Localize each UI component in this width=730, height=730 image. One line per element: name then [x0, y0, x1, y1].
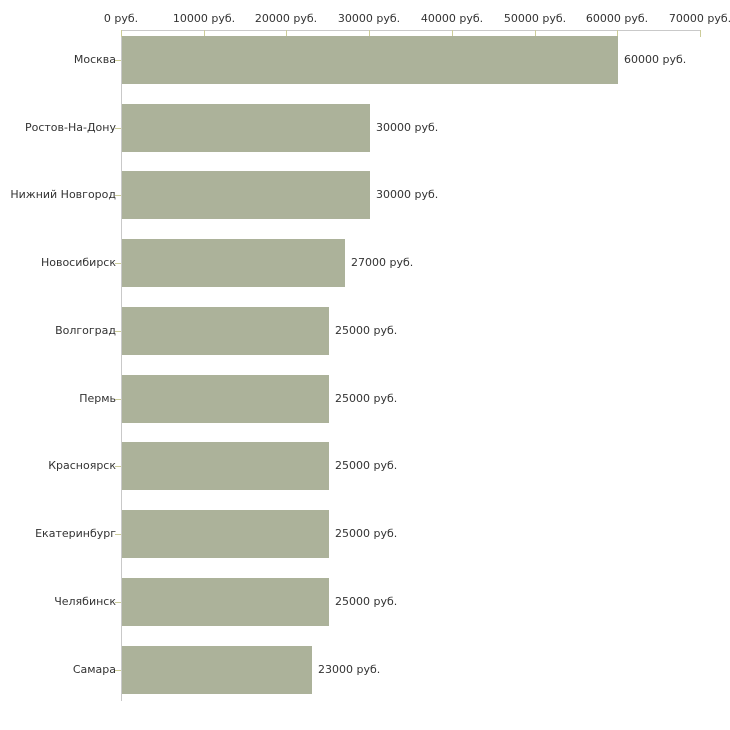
- bar: [122, 307, 329, 355]
- category-label: Новосибирск: [40, 256, 116, 269]
- value-label: 25000 руб.: [335, 527, 398, 540]
- value-label: 27000 руб.: [351, 256, 414, 269]
- value-label: 25000 руб.: [335, 392, 398, 405]
- y-tick-mark: [115, 466, 121, 467]
- bar: [122, 239, 345, 287]
- x-tick-label: 40000 руб.: [420, 12, 484, 25]
- y-tick-mark: [115, 534, 121, 535]
- value-label: 25000 руб.: [335, 595, 398, 608]
- x-axis-line: [121, 30, 701, 31]
- bar: [122, 646, 312, 694]
- bar: [122, 578, 329, 626]
- category-label: Челябинск: [54, 595, 116, 608]
- bar: [122, 104, 370, 152]
- category-label: Москва: [73, 53, 116, 66]
- category-label: Нижний Новгород: [10, 188, 116, 201]
- value-label: 30000 руб.: [376, 121, 439, 134]
- value-label: 30000 руб.: [376, 188, 439, 201]
- y-tick-mark: [115, 331, 121, 332]
- x-tick-mark: [204, 30, 205, 37]
- category-label: Пермь: [79, 392, 116, 405]
- y-tick-mark: [115, 263, 121, 264]
- category-label: Екатеринбург: [35, 527, 116, 540]
- value-label: 25000 руб.: [335, 459, 398, 472]
- bar: [122, 442, 329, 490]
- y-axis-line: [121, 30, 122, 701]
- value-label: 25000 руб.: [335, 324, 398, 337]
- x-tick-mark: [121, 30, 122, 37]
- x-tick-label: 60000 руб.: [585, 12, 649, 25]
- x-tick-label: 20000 руб.: [254, 12, 318, 25]
- bar: [122, 36, 618, 84]
- y-tick-mark: [115, 399, 121, 400]
- bar: [122, 171, 370, 219]
- value-label: 60000 руб.: [624, 53, 687, 66]
- x-tick-label: 10000 руб.: [172, 12, 236, 25]
- x-tick-mark: [286, 30, 287, 37]
- x-tick-mark: [617, 30, 618, 37]
- category-label: Красноярск: [48, 459, 116, 472]
- x-tick-mark: [369, 30, 370, 37]
- value-label: 23000 руб.: [318, 663, 381, 676]
- y-tick-mark: [115, 195, 121, 196]
- y-tick-mark: [115, 128, 121, 129]
- y-tick-mark: [115, 670, 121, 671]
- x-tick-label: 70000 руб.: [668, 12, 730, 25]
- category-label: Самара: [72, 663, 116, 676]
- category-label: Волгоград: [55, 324, 116, 337]
- bar: [122, 375, 329, 423]
- y-tick-mark: [115, 60, 121, 61]
- x-tick-mark: [452, 30, 453, 37]
- x-tick-mark: [535, 30, 536, 37]
- x-tick-label: 0 руб.: [103, 12, 139, 25]
- x-tick-label: 50000 руб.: [503, 12, 567, 25]
- y-tick-mark: [115, 602, 121, 603]
- x-tick-label: 30000 руб.: [337, 12, 401, 25]
- x-tick-mark: [700, 30, 701, 37]
- category-label: Ростов-На-Дону: [24, 121, 116, 134]
- bar: [122, 510, 329, 558]
